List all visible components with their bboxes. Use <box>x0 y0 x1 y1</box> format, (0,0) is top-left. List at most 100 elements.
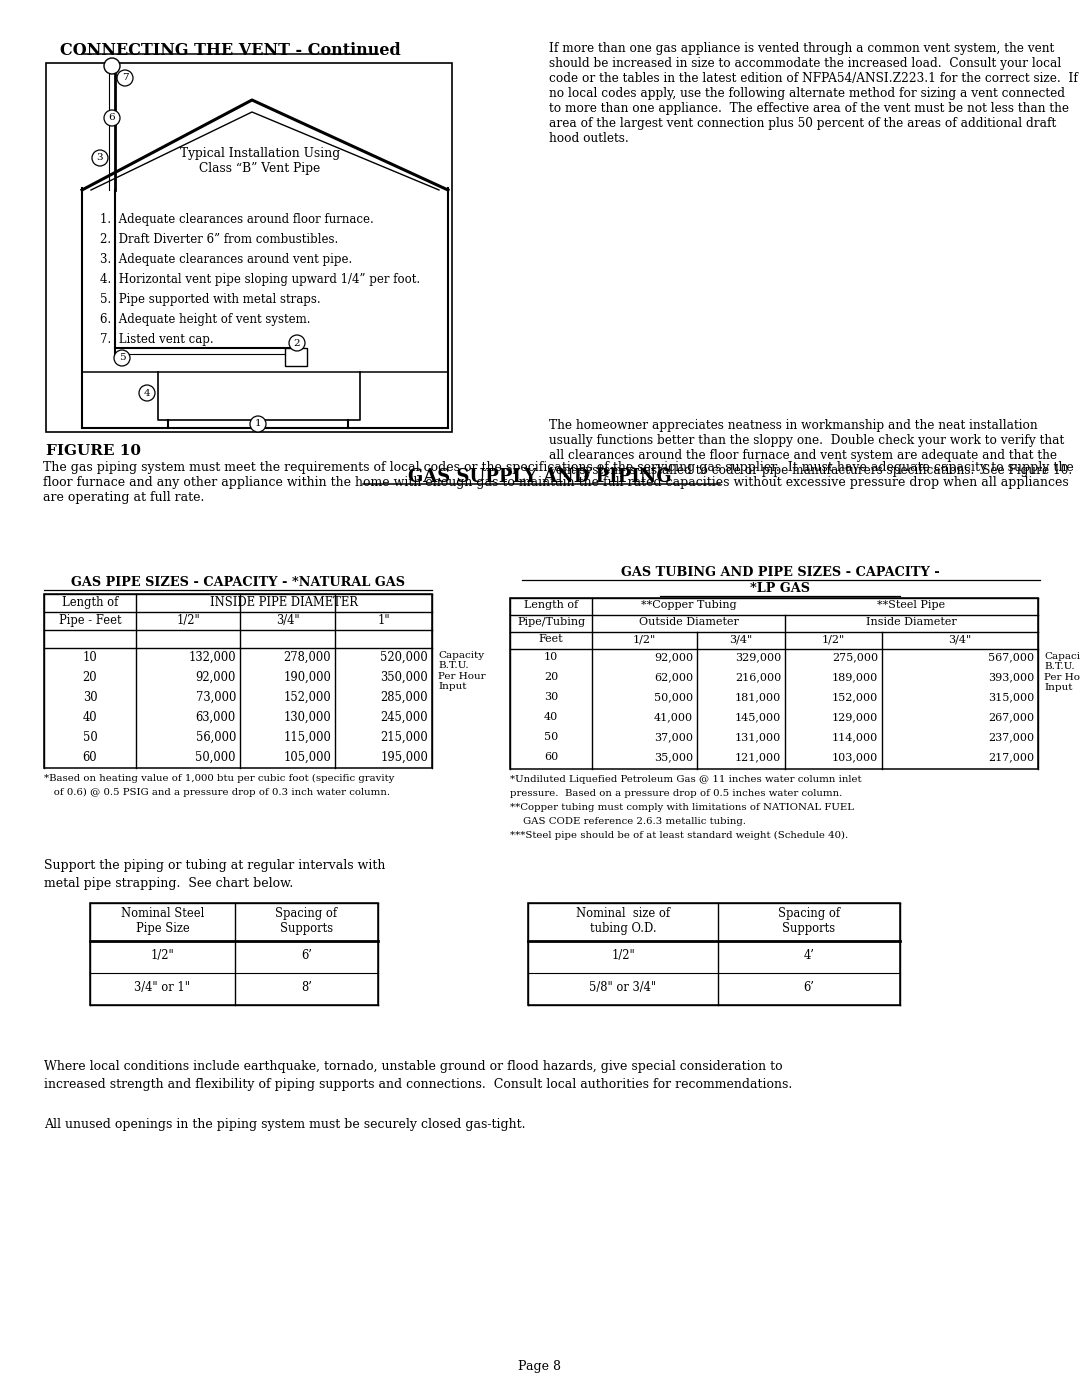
Text: Spacing of
Supports: Spacing of Supports <box>275 907 338 935</box>
Text: 393,000: 393,000 <box>988 672 1034 682</box>
Text: 2.  Draft Diverter 6” from combustibles.: 2. Draft Diverter 6” from combustibles. <box>100 233 338 246</box>
Circle shape <box>117 70 133 87</box>
Text: GAS TUBING AND PIPE SIZES - CAPACITY -: GAS TUBING AND PIPE SIZES - CAPACITY - <box>621 566 940 578</box>
Bar <box>46 63 453 432</box>
Text: **Steel Pipe: **Steel Pipe <box>877 599 946 610</box>
Text: 50,000: 50,000 <box>653 692 693 703</box>
Circle shape <box>114 351 130 366</box>
Text: *Undiluted Liquefied Petroleum Gas @ 11 inches water column inlet: *Undiluted Liquefied Petroleum Gas @ 11 … <box>510 775 862 784</box>
Text: 5/8" or 3/4": 5/8" or 3/4" <box>590 981 657 995</box>
Text: 3: 3 <box>97 154 104 162</box>
Text: 1/2": 1/2" <box>150 949 174 963</box>
Text: 275,000: 275,000 <box>832 652 878 662</box>
Text: 37,000: 37,000 <box>654 732 693 742</box>
Text: of 0.6) @ 0.5 PSIG and a pressure drop of 0.3 inch water column.: of 0.6) @ 0.5 PSIG and a pressure drop o… <box>44 788 390 798</box>
Text: 567,000: 567,000 <box>988 652 1034 662</box>
Text: 73,000: 73,000 <box>195 692 237 704</box>
Text: 103,000: 103,000 <box>832 752 878 761</box>
Text: Where local conditions include earthquake, tornado, unstable ground or flood haz: Where local conditions include earthquak… <box>44 1060 783 1073</box>
Text: Nominal  size of
tubing O.D.: Nominal size of tubing O.D. <box>576 907 670 935</box>
Circle shape <box>104 110 120 126</box>
Text: FIGURE 10: FIGURE 10 <box>46 444 141 458</box>
Text: 190,000: 190,000 <box>283 671 330 685</box>
Text: *Based on heating value of 1,000 btu per cubic foot (specific gravity: *Based on heating value of 1,000 btu per… <box>44 774 394 784</box>
Text: 1/2": 1/2" <box>822 634 846 644</box>
Text: Pipe/Tubing: Pipe/Tubing <box>517 617 585 627</box>
Text: 121,000: 121,000 <box>734 752 781 761</box>
Text: 56,000: 56,000 <box>195 731 237 745</box>
Text: 195,000: 195,000 <box>380 752 428 764</box>
Bar <box>44 594 432 768</box>
Text: 7.  Listed vent cap.: 7. Listed vent cap. <box>100 332 214 346</box>
Text: 20: 20 <box>83 671 97 685</box>
Text: 20: 20 <box>544 672 558 682</box>
Text: 8’: 8’ <box>301 981 312 995</box>
Text: 4: 4 <box>144 388 150 398</box>
Text: 215,000: 215,000 <box>380 731 428 745</box>
Text: If more than one gas appliance is vented through a common vent system, the vent : If more than one gas appliance is vented… <box>549 42 1078 145</box>
Text: 520,000: 520,000 <box>380 651 428 664</box>
Text: All unused openings in the piping system must be securely closed gas-tight.: All unused openings in the piping system… <box>44 1118 526 1132</box>
Text: 278,000: 278,000 <box>283 651 330 664</box>
Bar <box>90 902 378 1004</box>
Text: *LP GAS: *LP GAS <box>750 583 810 595</box>
Text: Length of: Length of <box>524 599 578 610</box>
Bar <box>285 348 307 366</box>
Text: Support the piping or tubing at regular intervals with: Support the piping or tubing at regular … <box>44 859 386 872</box>
Text: 6’: 6’ <box>301 949 312 963</box>
Text: increased strength and flexibility of piping supports and connections.  Consult : increased strength and flexibility of pi… <box>44 1078 793 1091</box>
Text: Outside Diameter: Outside Diameter <box>638 617 739 627</box>
Text: metal pipe strapping.  See chart below.: metal pipe strapping. See chart below. <box>44 877 294 890</box>
Text: 60: 60 <box>83 752 97 764</box>
Text: Length of: Length of <box>62 597 118 609</box>
Text: 131,000: 131,000 <box>734 732 781 742</box>
Circle shape <box>289 335 305 351</box>
Text: 1: 1 <box>255 419 261 429</box>
Text: 62,000: 62,000 <box>653 672 693 682</box>
Text: GAS SUPPLY AND PIPING: GAS SUPPLY AND PIPING <box>408 468 672 486</box>
Text: 3/4" or 1": 3/4" or 1" <box>135 981 190 995</box>
Text: 50: 50 <box>544 732 558 742</box>
Text: 267,000: 267,000 <box>988 712 1034 722</box>
Text: 329,000: 329,000 <box>734 652 781 662</box>
Text: GAS PIPE SIZES - CAPACITY - *NATURAL GAS: GAS PIPE SIZES - CAPACITY - *NATURAL GAS <box>71 576 405 590</box>
Text: 3/4": 3/4" <box>948 634 972 644</box>
Text: 237,000: 237,000 <box>988 732 1034 742</box>
Text: 4’: 4’ <box>804 949 814 963</box>
Text: 2: 2 <box>294 338 300 348</box>
Text: 315,000: 315,000 <box>988 692 1034 703</box>
Text: 92,000: 92,000 <box>653 652 693 662</box>
Text: 60: 60 <box>544 752 558 761</box>
Text: Capacity
B.T.U.
Per Hour
Input: Capacity B.T.U. Per Hour Input <box>438 651 486 692</box>
Circle shape <box>104 59 120 74</box>
Text: Typical Installation Using
Class “B” Vent Pipe: Typical Installation Using Class “B” Ven… <box>180 147 340 175</box>
Text: 3/4": 3/4" <box>275 615 299 627</box>
Text: 132,000: 132,000 <box>188 651 237 664</box>
Text: 1/2": 1/2" <box>633 634 657 644</box>
Text: 1": 1" <box>377 615 390 627</box>
Text: 1/2": 1/2" <box>176 615 200 627</box>
Text: ***Steel pipe should be of at least standard weight (Schedule 40).: ***Steel pipe should be of at least stan… <box>510 831 848 840</box>
Text: 50,000: 50,000 <box>195 752 237 764</box>
Text: Inside Diameter: Inside Diameter <box>866 617 957 627</box>
Text: 3/4": 3/4" <box>729 634 753 644</box>
Text: Capacity
B.T.U.
Per Hour
Input: Capacity B.T.U. Per Hour Input <box>1044 652 1080 692</box>
Text: 216,000: 216,000 <box>734 672 781 682</box>
Text: 152,000: 152,000 <box>832 692 878 703</box>
Text: 115,000: 115,000 <box>283 731 330 745</box>
Circle shape <box>139 386 156 401</box>
Text: 1.  Adequate clearances around floor furnace.: 1. Adequate clearances around floor furn… <box>100 212 374 226</box>
Text: GAS CODE reference 2.6.3 metallic tubing.: GAS CODE reference 2.6.3 metallic tubing… <box>510 817 746 826</box>
Text: 5.  Pipe supported with metal straps.: 5. Pipe supported with metal straps. <box>100 293 321 306</box>
Text: 63,000: 63,000 <box>195 711 237 724</box>
Text: 41,000: 41,000 <box>653 712 693 722</box>
Text: 130,000: 130,000 <box>283 711 330 724</box>
Bar <box>510 598 1038 768</box>
Bar <box>528 902 900 1004</box>
Text: **Copper tubing must comply with limitations of NATIONAL FUEL: **Copper tubing must comply with limitat… <box>510 803 854 812</box>
Text: 6.  Adequate height of vent system.: 6. Adequate height of vent system. <box>100 313 311 326</box>
Text: 6: 6 <box>109 113 116 123</box>
Text: 181,000: 181,000 <box>734 692 781 703</box>
Text: 5: 5 <box>119 353 125 362</box>
Circle shape <box>249 416 266 432</box>
